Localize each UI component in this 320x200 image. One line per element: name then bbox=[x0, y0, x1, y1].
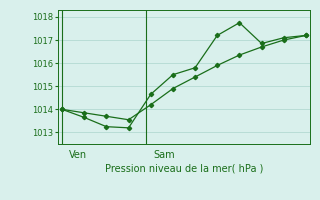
Text: Ven: Ven bbox=[69, 150, 87, 160]
Text: Sam: Sam bbox=[153, 150, 175, 160]
X-axis label: Pression niveau de la mer( hPa ): Pression niveau de la mer( hPa ) bbox=[105, 163, 263, 173]
